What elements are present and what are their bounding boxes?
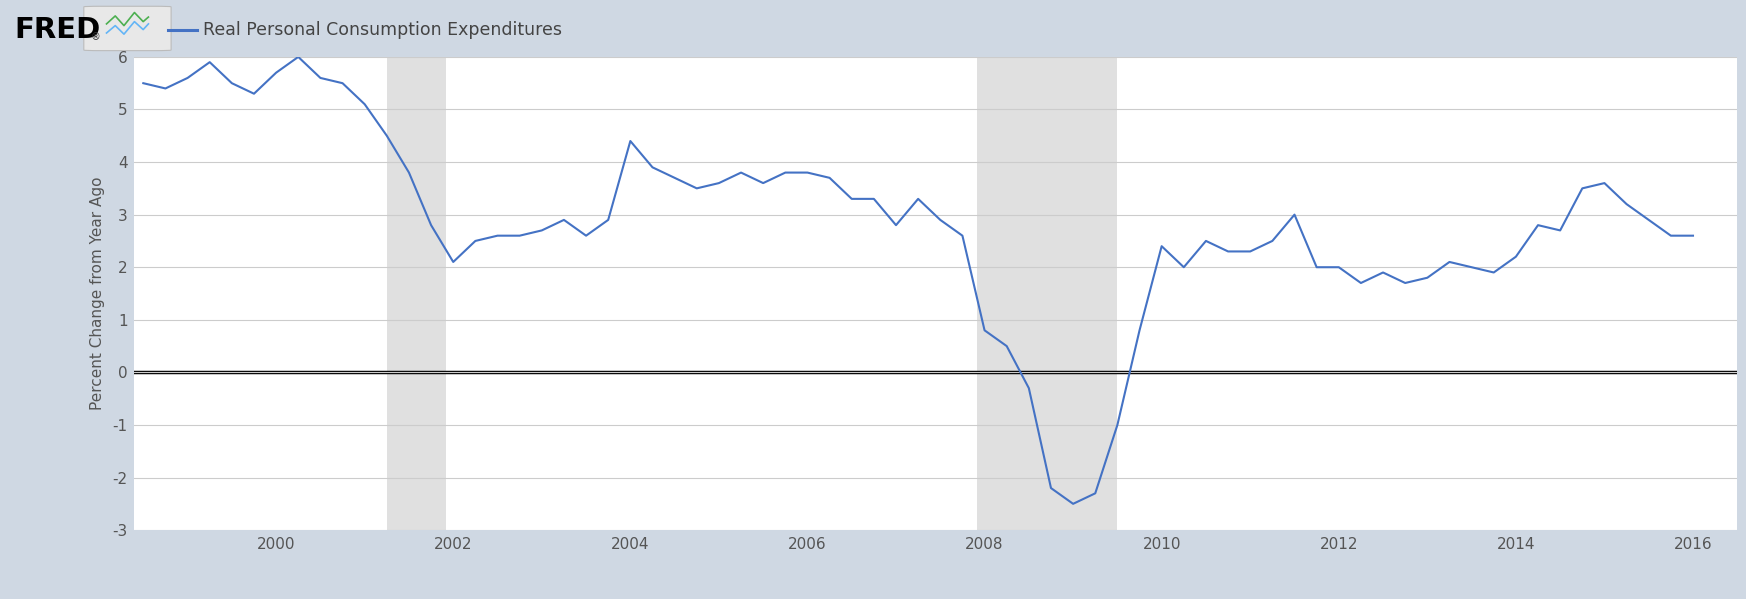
Bar <box>978 57 1117 530</box>
FancyBboxPatch shape <box>84 6 171 51</box>
Text: Real Personal Consumption Expenditures: Real Personal Consumption Expenditures <box>203 20 562 38</box>
Y-axis label: Percent Change from Year Ago: Percent Change from Year Ago <box>91 177 105 410</box>
Bar <box>388 57 447 530</box>
Text: FRED: FRED <box>14 16 100 44</box>
Text: ®: ® <box>91 32 101 42</box>
